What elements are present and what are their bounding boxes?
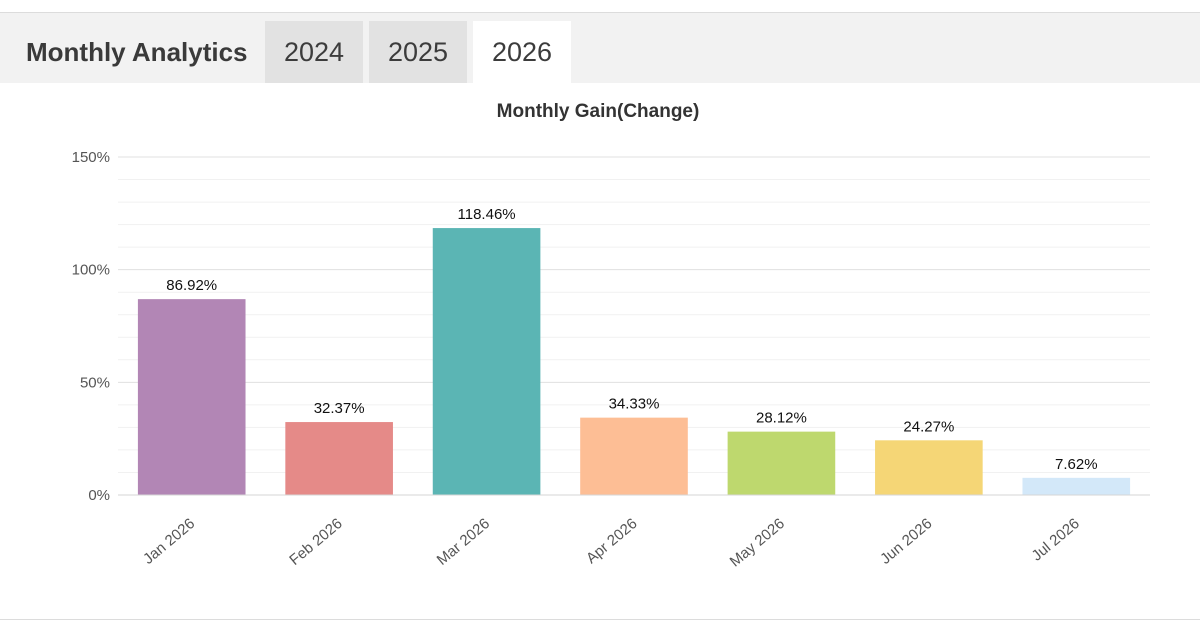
widget-header: Monthly Analytics 2024 2025 2026	[0, 13, 1200, 83]
x-tick-label: Feb 2026	[286, 515, 345, 569]
data-label: 7.62%	[1055, 456, 1098, 473]
chart-data-labels: 86.92% 32.37% 118.46% 34.33% 28.12% 24.27% 7.6…	[166, 206, 1097, 473]
x-tick-label: Mar 2026	[434, 515, 493, 569]
data-label: 28.12%	[756, 410, 807, 427]
y-tick-label: 0%	[88, 487, 110, 504]
monthly-analytics-widget: Monthly Analytics 2024 2025 2026 Monthly…	[0, 12, 1200, 620]
x-tick-label: Apr 2026	[583, 515, 641, 567]
bar-mar-2026[interactable]	[432, 228, 541, 495]
chart-title: Monthly Gain(Change)	[497, 101, 700, 122]
x-tick-label: Jun 2026	[877, 515, 935, 568]
y-tick-label: 50%	[80, 374, 110, 391]
bar-apr-2026[interactable]	[580, 417, 688, 495]
data-label: 118.46%	[458, 206, 516, 223]
tab-2024[interactable]: 2024	[265, 21, 363, 83]
tab-2025[interactable]: 2025	[369, 21, 467, 83]
bar-jan-2026[interactable]	[137, 299, 246, 495]
chart-grid	[118, 156, 1150, 496]
bar-may-2026[interactable]	[727, 431, 836, 495]
data-label: 34.33%	[609, 396, 660, 413]
data-label: 24.27%	[903, 418, 954, 435]
bar-feb-2026[interactable]	[285, 422, 393, 495]
y-axis: 0% 50% 100% 150%	[72, 149, 110, 504]
x-tick-label: Jan 2026	[140, 515, 198, 568]
y-tick-label: 150%	[72, 149, 110, 166]
monthly-gain-chart: Monthly Gain(Change) 0% 50% 100% 150% 86.92…	[72, 101, 1150, 570]
data-label: 86.92%	[166, 277, 217, 294]
data-label: 32.37%	[314, 400, 365, 417]
x-tick-label: Jul 2026	[1028, 515, 1082, 564]
widget-title: Monthly Analytics	[26, 37, 248, 67]
y-tick-label: 100%	[72, 262, 110, 279]
x-tick-label: May 2026	[727, 515, 788, 570]
chart-bars	[137, 228, 1131, 495]
tab-2026[interactable]: 2026	[473, 21, 571, 83]
bar-jun-2026[interactable]	[875, 440, 983, 495]
x-axis: Jan 2026 Feb 2026 Mar 2026 Apr 2026 May 2026…	[118, 494, 1150, 570]
bar-jul-2026[interactable]	[1022, 477, 1131, 495]
